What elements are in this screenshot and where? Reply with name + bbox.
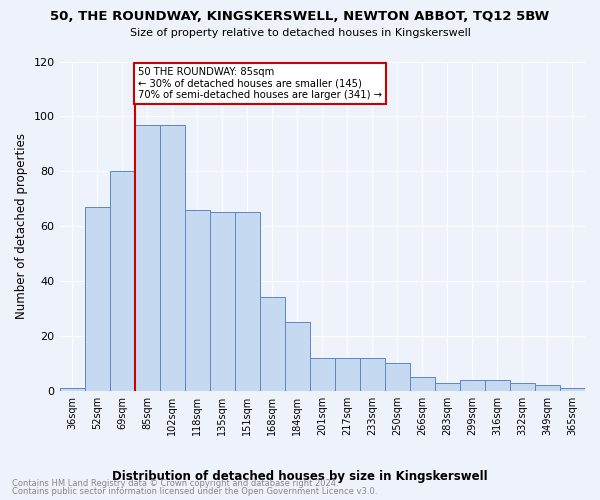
Bar — [435, 382, 460, 391]
Text: Size of property relative to detached houses in Kingskerswell: Size of property relative to detached ho… — [130, 28, 470, 38]
Bar — [185, 210, 209, 391]
Y-axis label: Number of detached properties: Number of detached properties — [15, 133, 28, 319]
Bar — [110, 172, 134, 391]
Bar — [360, 358, 385, 391]
Bar — [160, 124, 185, 391]
Bar — [235, 212, 260, 391]
Bar — [535, 386, 560, 391]
Bar — [285, 322, 310, 391]
Text: 50 THE ROUNDWAY: 85sqm
← 30% of detached houses are smaller (145)
70% of semi-de: 50 THE ROUNDWAY: 85sqm ← 30% of detached… — [137, 67, 382, 100]
Bar — [335, 358, 360, 391]
Bar — [410, 377, 435, 391]
Text: Contains public sector information licensed under the Open Government Licence v3: Contains public sector information licen… — [12, 487, 377, 496]
Text: Contains HM Land Registry data © Crown copyright and database right 2024.: Contains HM Land Registry data © Crown c… — [12, 478, 338, 488]
Bar — [59, 388, 85, 391]
Bar — [85, 207, 110, 391]
Bar — [385, 364, 410, 391]
Text: Distribution of detached houses by size in Kingskerswell: Distribution of detached houses by size … — [112, 470, 488, 483]
Bar — [134, 124, 160, 391]
Bar — [460, 380, 485, 391]
Text: 50, THE ROUNDWAY, KINGSKERSWELL, NEWTON ABBOT, TQ12 5BW: 50, THE ROUNDWAY, KINGSKERSWELL, NEWTON … — [50, 10, 550, 23]
Bar — [260, 298, 285, 391]
Bar — [209, 212, 235, 391]
Bar — [310, 358, 335, 391]
Bar — [560, 388, 585, 391]
Bar — [510, 382, 535, 391]
Bar — [485, 380, 510, 391]
